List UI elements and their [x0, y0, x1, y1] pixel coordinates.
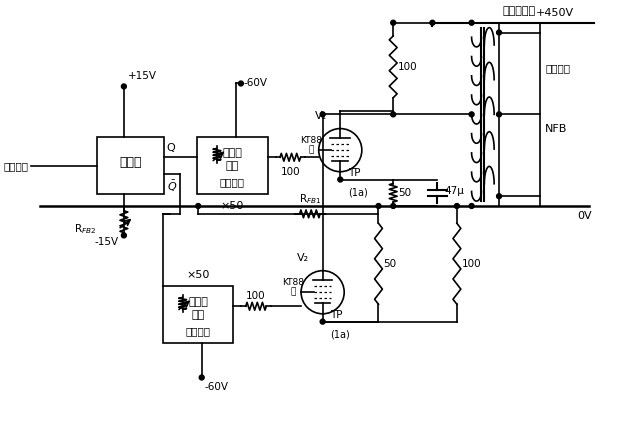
Circle shape — [199, 375, 204, 380]
Text: 分相器: 分相器 — [119, 156, 142, 169]
Text: 100: 100 — [398, 62, 418, 72]
Text: 47μ: 47μ — [444, 186, 464, 196]
Text: V₂: V₂ — [297, 253, 309, 263]
FancyBboxPatch shape — [97, 137, 164, 194]
Text: 100: 100 — [246, 291, 266, 301]
Circle shape — [430, 20, 435, 25]
Text: 偏置调节: 偏置调节 — [185, 326, 211, 336]
Text: 组件: 组件 — [226, 161, 239, 171]
Text: +450V: +450V — [536, 8, 574, 18]
Circle shape — [454, 204, 459, 208]
Circle shape — [320, 319, 325, 324]
Circle shape — [122, 233, 126, 238]
Text: R$_{FB1}$: R$_{FB1}$ — [299, 192, 321, 206]
Text: -60V: -60V — [244, 78, 268, 88]
Text: ×50: ×50 — [221, 201, 244, 211]
Text: 音频输入: 音频输入 — [4, 161, 29, 171]
Circle shape — [376, 204, 381, 208]
Circle shape — [497, 194, 502, 199]
Text: 50: 50 — [383, 259, 397, 269]
Text: -60V: -60V — [205, 382, 229, 392]
Text: $\bar{Q}$: $\bar{Q}$ — [167, 179, 177, 194]
Text: 50: 50 — [398, 188, 411, 198]
Text: KT88: KT88 — [300, 136, 322, 145]
Text: 偏置调节: 偏置调节 — [220, 177, 245, 187]
FancyBboxPatch shape — [163, 286, 234, 343]
FancyBboxPatch shape — [197, 137, 268, 194]
Circle shape — [497, 112, 502, 117]
Circle shape — [239, 81, 243, 86]
Circle shape — [338, 177, 343, 182]
Text: TP: TP — [330, 310, 343, 320]
Circle shape — [469, 112, 474, 117]
Text: +15V: +15V — [128, 71, 157, 81]
Text: 组件: 组件 — [192, 310, 205, 320]
Circle shape — [391, 112, 396, 117]
Text: V₁: V₁ — [314, 111, 327, 121]
Text: (1a): (1a) — [348, 187, 368, 197]
Text: (1a): (1a) — [330, 330, 350, 339]
Text: Q: Q — [167, 143, 175, 153]
Text: R$_{FB2}$: R$_{FB2}$ — [74, 223, 97, 236]
Text: NFB: NFB — [545, 124, 567, 134]
Circle shape — [497, 30, 502, 35]
Circle shape — [122, 84, 126, 89]
Circle shape — [196, 204, 201, 208]
Circle shape — [391, 20, 396, 25]
Text: ×50: ×50 — [187, 270, 210, 280]
Text: 驱动器: 驱动器 — [223, 149, 242, 158]
Text: KT88: KT88 — [282, 278, 304, 287]
Text: 驱动器: 驱动器 — [188, 297, 208, 307]
Circle shape — [320, 112, 325, 117]
Circle shape — [469, 20, 474, 25]
Text: 100: 100 — [280, 167, 300, 177]
Text: 输出变压器: 输出变压器 — [503, 6, 536, 16]
Text: 0V: 0V — [577, 211, 592, 221]
Text: -15V: -15V — [94, 237, 118, 247]
Text: 喇叭输出: 喇叭输出 — [545, 64, 570, 74]
Text: 等: 等 — [291, 288, 296, 297]
Text: TP: TP — [348, 168, 361, 178]
Text: 100: 100 — [462, 259, 481, 269]
Circle shape — [469, 204, 474, 208]
Circle shape — [391, 204, 396, 208]
Text: 等: 等 — [308, 145, 314, 155]
